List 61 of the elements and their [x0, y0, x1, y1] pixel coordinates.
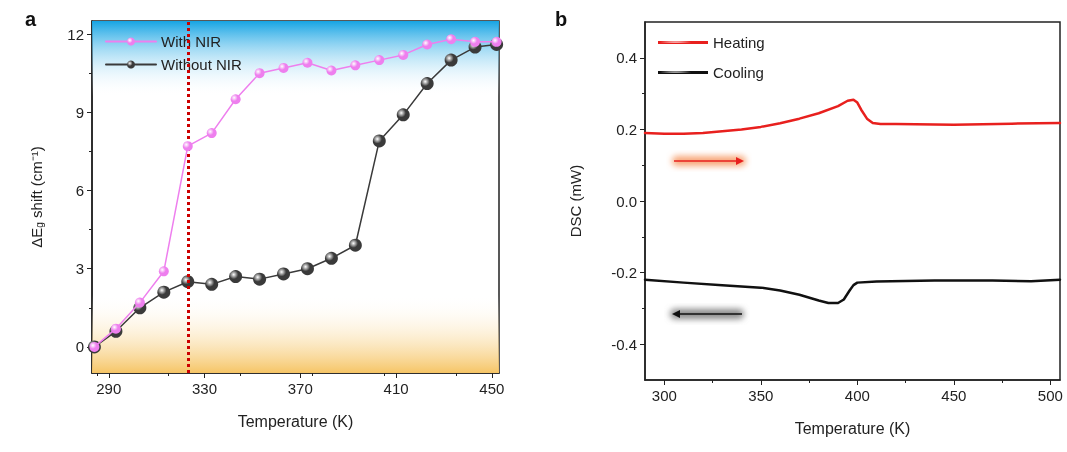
x-tick-label: 370	[287, 380, 313, 397]
point	[491, 36, 502, 47]
point	[398, 49, 409, 60]
point	[254, 68, 265, 79]
point	[396, 108, 410, 122]
point	[302, 57, 313, 68]
y-tick-label: 0.2	[616, 120, 637, 138]
y-tick-label: 3	[75, 260, 84, 278]
point	[110, 323, 121, 334]
point	[444, 53, 458, 67]
legend-label: Cooling	[713, 64, 764, 81]
x-tick-label: 300	[651, 387, 677, 404]
y-tick-label: -0.4	[611, 335, 637, 353]
y-tick-label: 0.0	[616, 192, 637, 210]
x-tick-label: 450	[941, 387, 967, 404]
chart-title: a	[25, 8, 37, 30]
y-axis-title: ΔEg shift (cm⁻¹)	[28, 146, 45, 248]
y-tick-label: 9	[75, 103, 84, 121]
point	[253, 272, 267, 286]
point	[350, 60, 361, 71]
point	[206, 128, 217, 139]
point	[278, 62, 289, 73]
point	[205, 277, 219, 291]
x-axis-title: Temperature (K)	[237, 412, 354, 430]
y-tick-label: 0	[75, 338, 84, 356]
x-axis-title: Temperature (K)	[794, 419, 911, 437]
point	[422, 39, 433, 50]
point	[348, 238, 362, 252]
point	[470, 36, 481, 47]
line-series	[643, 98, 1062, 135]
point	[446, 34, 457, 45]
x-tick-label: 450	[479, 380, 505, 397]
point	[134, 297, 145, 308]
x-tick-label: 500	[1037, 387, 1063, 404]
x-tick-label: 330	[192, 380, 218, 397]
point	[374, 55, 385, 66]
point	[420, 77, 434, 91]
point	[277, 267, 291, 281]
y-tick-label: 0.4	[616, 49, 637, 67]
point	[182, 141, 193, 152]
legend-label: Without NIR	[161, 56, 243, 73]
point	[158, 266, 169, 277]
x-tick-label: 350	[748, 387, 774, 404]
legend-label: Heating	[713, 34, 765, 51]
point	[324, 251, 338, 265]
y-tick-label: 6	[75, 181, 84, 199]
x-tick-label: 290	[96, 380, 122, 397]
line-series	[643, 278, 1062, 305]
point	[229, 270, 243, 284]
legend-label: With NIR	[161, 33, 222, 50]
point	[230, 94, 241, 105]
point	[157, 285, 171, 299]
y-axis-title: DSC (mW)	[567, 164, 584, 238]
point	[300, 262, 314, 276]
point	[372, 134, 386, 148]
chart-title: b	[555, 8, 568, 30]
y-tick-label: 12	[67, 25, 84, 43]
x-tick-label: 410	[383, 380, 409, 397]
y-tick-label: -0.2	[611, 264, 637, 282]
x-tick-label: 400	[844, 387, 870, 404]
point	[326, 65, 337, 76]
